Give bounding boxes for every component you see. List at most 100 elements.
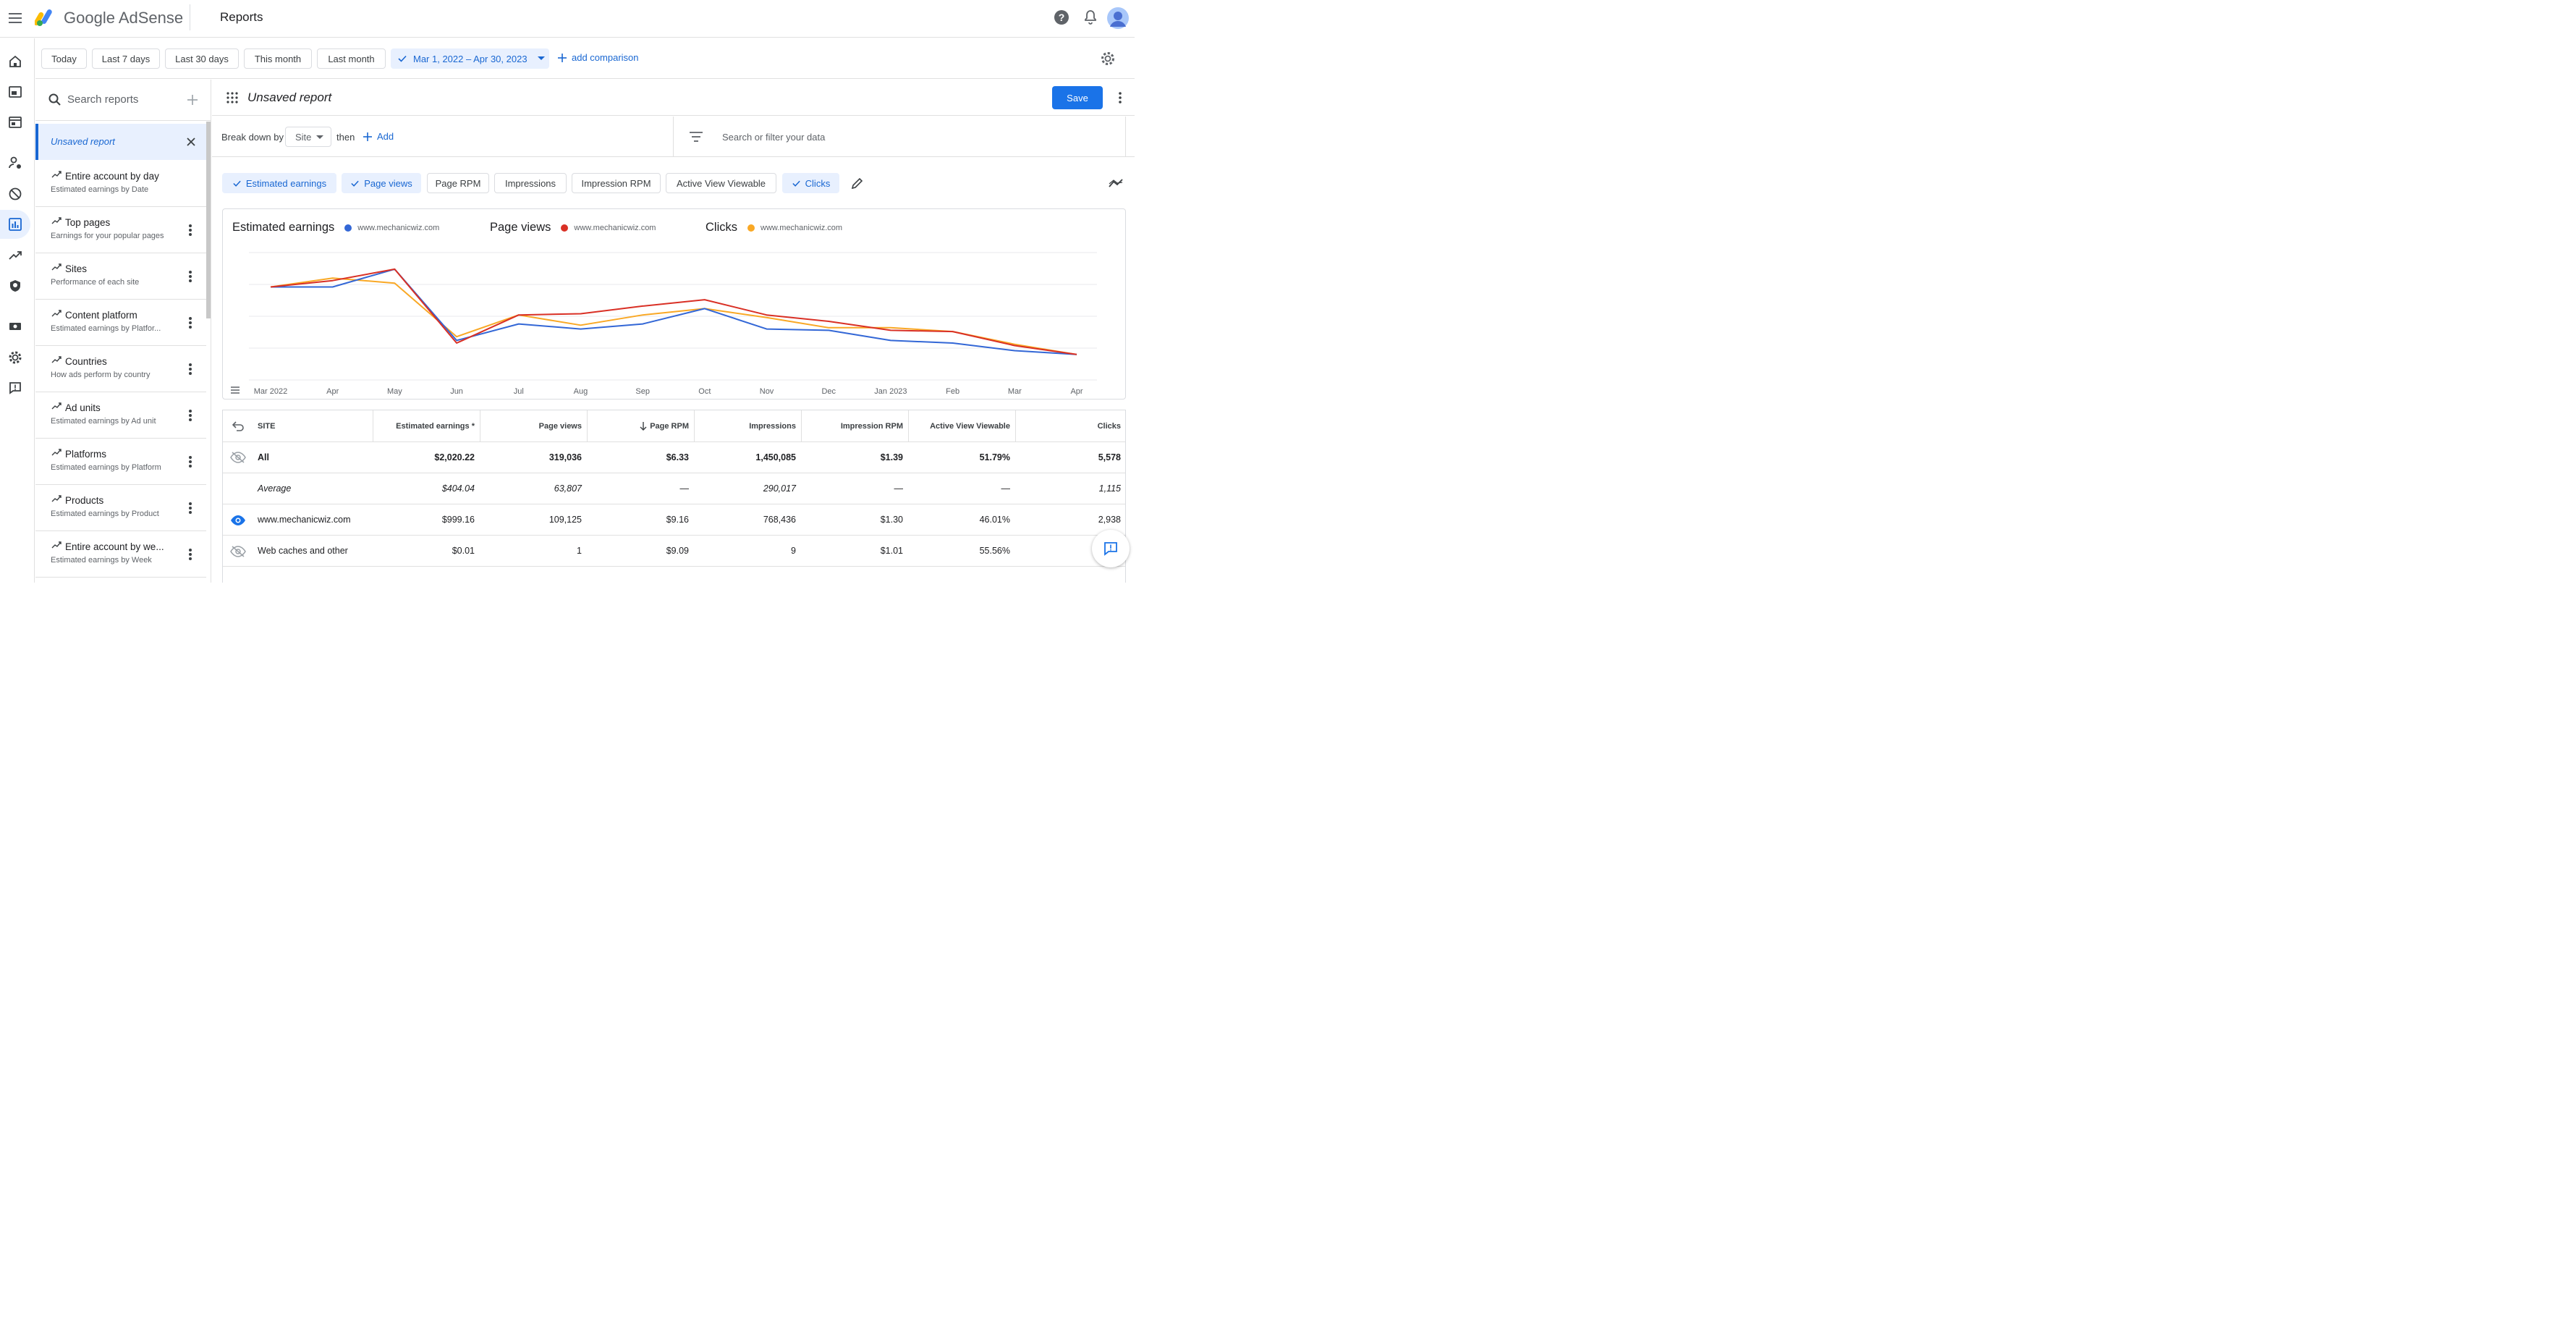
report-item-ad-units[interactable]: Ad units Estimated earnings by Ad unit <box>35 392 206 439</box>
more-vert-icon[interactable] <box>186 362 195 376</box>
reports-icon[interactable] <box>0 210 30 239</box>
more-vert-icon[interactable] <box>186 547 195 562</box>
home-icon[interactable] <box>0 47 30 76</box>
table-cell: $6.33 <box>666 452 689 462</box>
metric-chip-estimated-earnings[interactable]: Estimated earnings <box>222 173 336 193</box>
visibility-off-icon[interactable] <box>230 546 246 557</box>
date-preset-last-month[interactable]: Last month <box>317 48 386 69</box>
notifications-bell-icon[interactable] <box>1082 9 1102 29</box>
send-feedback-button[interactable] <box>1092 530 1130 567</box>
add-comparison-link[interactable]: add comparison <box>557 52 639 63</box>
table-cell: 290,017 <box>763 483 796 494</box>
report-item-content-platform[interactable]: Content platform Estimated earnings by P… <box>35 300 206 346</box>
apps-grid-icon[interactable] <box>226 92 238 103</box>
dimension-select[interactable]: Site <box>285 127 331 147</box>
add-dimension-button[interactable]: Add <box>363 131 394 142</box>
date-preset-last-30-days[interactable]: Last 30 days <box>165 48 239 69</box>
metric-chip-impression-rpm[interactable]: Impression RPM <box>572 173 661 193</box>
more-vert-icon[interactable] <box>186 269 195 284</box>
search-icon <box>48 93 61 106</box>
table-cell: 319,036 <box>548 452 582 462</box>
report-item-top-pages[interactable]: Top pages Earnings for your popular page… <box>35 207 206 253</box>
date-preset-today[interactable]: Today <box>41 48 87 69</box>
blocking-controls-icon[interactable] <box>0 179 30 208</box>
feedback-icon[interactable] <box>0 373 30 402</box>
column-header-page-rpm[interactable]: Page RPM <box>588 410 695 441</box>
report-settings-gear-icon[interactable] <box>1100 51 1116 70</box>
x-tick-label: Jul <box>514 387 524 396</box>
edit-pencil-icon[interactable] <box>851 177 864 190</box>
report-item-products[interactable]: Products Estimated earnings by Product <box>35 485 206 531</box>
date-range-picker[interactable]: Mar 1, 2022 – Apr 30, 2023 <box>391 48 549 69</box>
save-button[interactable]: Save <box>1052 86 1103 109</box>
undo-icon[interactable] <box>232 420 245 433</box>
sidebar-scrollbar[interactable] <box>206 122 211 318</box>
visibility-off-icon[interactable] <box>230 452 246 463</box>
optimization-icon[interactable] <box>0 241 30 270</box>
report-item-sites[interactable]: Sites Performance of each site <box>35 253 206 300</box>
close-icon[interactable] <box>186 137 196 147</box>
search-reports[interactable]: Search reports <box>35 80 211 121</box>
account-avatar[interactable] <box>1107 7 1129 29</box>
metric-chip-active-view-viewable[interactable]: Active View Viewable <box>666 173 776 193</box>
report-item-countries[interactable]: Countries How ads perform by country <box>35 346 206 392</box>
metric-chip-page-rpm[interactable]: Page RPM <box>427 173 489 193</box>
table-cell: Average <box>258 483 292 494</box>
sites-icon[interactable] <box>0 77 30 106</box>
metric-label: Estimated earnings <box>245 177 327 189</box>
more-vert-icon[interactable] <box>186 501 195 515</box>
column-header-impression-rpm[interactable]: Impression RPM <box>840 421 903 431</box>
report-table: SITE Estimated earnings * Page views Pag… <box>222 410 1126 583</box>
add-label: Add <box>377 131 394 142</box>
more-vert-icon[interactable] <box>186 408 195 423</box>
trend-spark-icon <box>51 171 62 178</box>
search-reports-input[interactable]: Search reports <box>67 93 139 106</box>
brand-safety-icon[interactable] <box>0 271 30 300</box>
table-cell: $0.01 <box>452 546 475 556</box>
table-cell: 9 <box>791 546 796 556</box>
table-cell: $2,020.22 <box>434 452 475 462</box>
check-icon <box>792 180 800 187</box>
more-vert-icon[interactable] <box>1117 90 1124 105</box>
legend-title: Clicks <box>706 221 737 234</box>
filter-icon[interactable] <box>690 132 703 142</box>
main-menu-icon[interactable] <box>7 10 23 26</box>
add-comparison-label: add comparison <box>572 52 639 63</box>
metric-chip-impressions[interactable]: Impressions <box>494 173 567 193</box>
metric-chip-page-views[interactable]: Page views <box>342 173 421 193</box>
chart-type-toggle-icon[interactable] <box>1109 177 1123 189</box>
column-header-estimated-earnings[interactable]: Estimated earnings * <box>396 421 475 431</box>
table-row[interactable]: Web caches and other $0.01 1 $9.09 9 $1.… <box>223 536 1125 567</box>
column-header-site[interactable]: SITE <box>258 421 276 431</box>
visibility-icon[interactable] <box>230 515 246 526</box>
report-item-entire-account-by-week[interactable]: Entire account by we... Estimated earnin… <box>35 531 206 578</box>
table-row[interactable]: www.mechanicwiz.com $999.16 109,125 $9.1… <box>223 504 1125 536</box>
filter-search-input[interactable]: Search or filter your data <box>722 132 826 143</box>
payments-icon[interactable] <box>0 312 30 341</box>
report-name-title[interactable]: Unsaved report <box>247 90 332 104</box>
top-app-bar: Google AdSense Reports ? <box>0 0 1135 38</box>
column-header-clicks[interactable]: Clicks <box>1097 421 1121 431</box>
report-header: Unsaved report Save <box>212 80 1135 116</box>
ads-icon[interactable] <box>0 108 30 137</box>
unsaved-report-item[interactable]: Unsaved report <box>35 124 206 160</box>
date-range-bar: Today Last 7 days Last 30 days This mont… <box>35 38 1135 79</box>
more-vert-icon[interactable] <box>186 455 195 469</box>
account-settings-icon[interactable] <box>0 343 30 372</box>
column-header-page-views[interactable]: Page views <box>538 421 582 431</box>
date-preset-this-month[interactable]: This month <box>244 48 312 69</box>
table-cell: 63,807 <box>554 483 582 494</box>
column-header-active-view-viewable[interactable]: Active View Viewable <box>930 421 1010 431</box>
more-vert-icon[interactable] <box>186 223 195 237</box>
privacy-messaging-icon[interactable] <box>0 148 30 177</box>
report-item-entire-account-by-day[interactable]: Entire account by day Estimated earnings… <box>35 161 206 207</box>
help-icon[interactable]: ? <box>1053 9 1073 29</box>
date-preset-last-7-days[interactable]: Last 7 days <box>92 48 160 69</box>
more-vert-icon[interactable] <box>186 316 195 330</box>
breakdown-row: Break down by Site then Add Search or fi… <box>212 117 1135 157</box>
metric-chip-clicks[interactable]: Clicks <box>782 173 839 193</box>
chart-menu-icon[interactable] <box>231 386 240 394</box>
column-header-impressions[interactable]: Impressions <box>749 421 796 431</box>
report-item-platforms[interactable]: Platforms Estimated earnings by Platform <box>35 439 206 485</box>
new-report-plus-icon[interactable] <box>187 94 198 106</box>
